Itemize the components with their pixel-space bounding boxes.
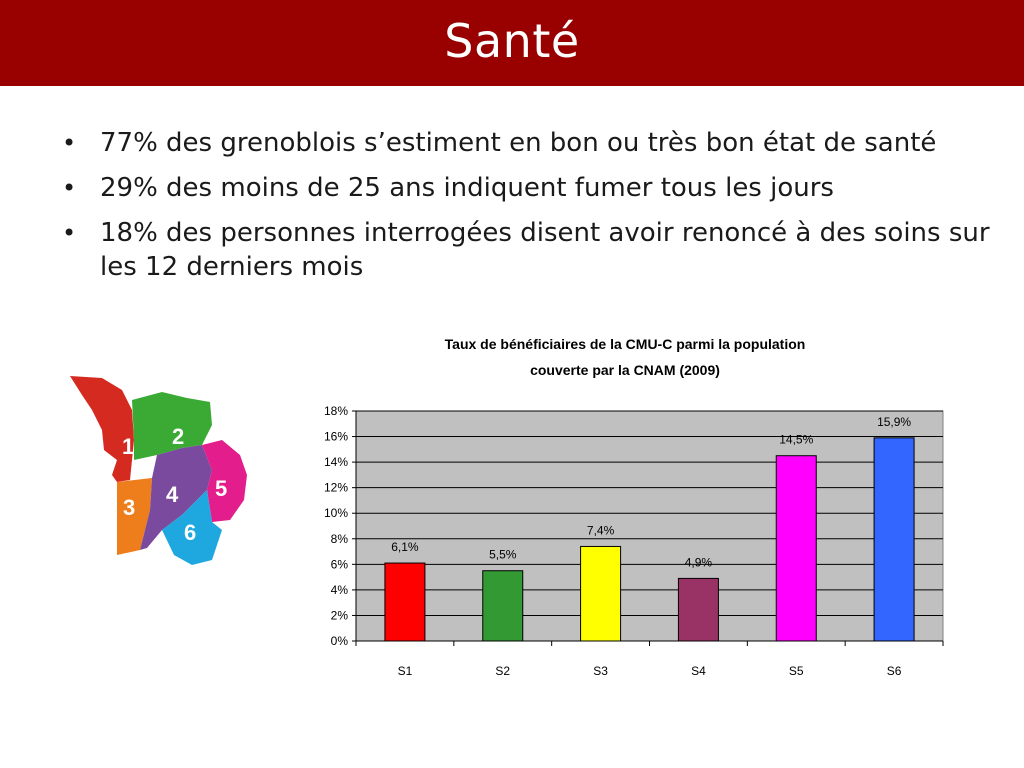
map-label-1: 1 xyxy=(122,434,134,459)
bullet-dot: • xyxy=(62,174,77,202)
bar-s5 xyxy=(775,455,817,642)
slide-title: Santé xyxy=(444,14,580,68)
map-sector-2 xyxy=(132,392,212,460)
y-tick-label: 10% xyxy=(324,506,348,520)
data-label: 7,4% xyxy=(587,523,615,537)
map-label-3: 3 xyxy=(123,495,135,520)
y-tick-label: 12% xyxy=(324,481,348,495)
bullet-text: 77% des grenoblois s’estiment en bon ou … xyxy=(100,128,937,158)
bar-s1 xyxy=(384,562,426,642)
chart-title-line2: couverte par la CNAM (2009) xyxy=(530,362,720,378)
bullet-text: 18% des personnes interrogées disent avo… xyxy=(100,218,990,282)
map-label-5: 5 xyxy=(215,476,227,501)
map-sector-1 xyxy=(70,376,134,482)
map-sector-3 xyxy=(117,478,152,555)
data-label: 15,9% xyxy=(877,415,911,429)
x-tick-label: S5 xyxy=(789,664,804,678)
data-label: 4,9% xyxy=(685,555,713,569)
bar-s3 xyxy=(580,545,622,642)
map-sector-4 xyxy=(140,445,212,550)
bullet-dot: • xyxy=(62,219,77,247)
x-tick-label: S4 xyxy=(691,664,706,678)
chart-title-line1: Taux de bénéficiaires de la CMU-C parmi … xyxy=(445,336,806,352)
map-label-4: 4 xyxy=(166,482,179,507)
map-sector-5 xyxy=(202,440,247,522)
data-label: 6,1% xyxy=(391,540,419,554)
y-tick-label: 18% xyxy=(324,404,348,418)
bar-s4 xyxy=(677,577,719,642)
x-tick-label: S1 xyxy=(398,664,413,678)
x-tick-label: S3 xyxy=(593,664,608,678)
bullet-text: 29% des moins de 25 ans indiquent fumer … xyxy=(100,173,834,203)
y-tick-label: 16% xyxy=(324,430,348,444)
map-sector-6 xyxy=(162,490,222,565)
plot-area xyxy=(355,410,944,642)
x-tick-label: S2 xyxy=(495,664,510,678)
bullet-list: • 77% des grenoblois s’estiment en bon ou… xyxy=(62,126,1002,295)
map-label-2: 2 xyxy=(172,424,184,449)
y-tick-label: 4% xyxy=(331,583,349,597)
bar-s6 xyxy=(873,437,915,642)
y-tick-label: 14% xyxy=(324,455,348,469)
map-label-6: 6 xyxy=(184,520,196,545)
y-tick-label: 6% xyxy=(331,557,349,571)
bullet-item: • 18% des personnes interrogées disent av… xyxy=(62,216,1002,284)
y-tick-label: 8% xyxy=(331,532,349,546)
bar-s2 xyxy=(482,570,524,642)
data-label: 14,5% xyxy=(779,433,813,447)
bullet-dot: • xyxy=(62,129,77,157)
bar-chart: Taux de bénéficiaires de la CMU-C parmi … xyxy=(324,336,944,678)
x-tick-label: S6 xyxy=(887,664,902,678)
bullet-item: • 29% des moins de 25 ans indiquent fumer… xyxy=(62,171,1002,205)
y-tick-label: 0% xyxy=(331,634,349,648)
sector-map: 1 2 3 4 5 6 xyxy=(70,376,247,565)
data-label: 5,5% xyxy=(489,548,517,562)
y-tick-label: 2% xyxy=(331,608,349,622)
title-bar: Santé xyxy=(0,0,1024,86)
bullet-item: • 77% des grenoblois s’estiment en bon ou… xyxy=(62,126,1002,160)
